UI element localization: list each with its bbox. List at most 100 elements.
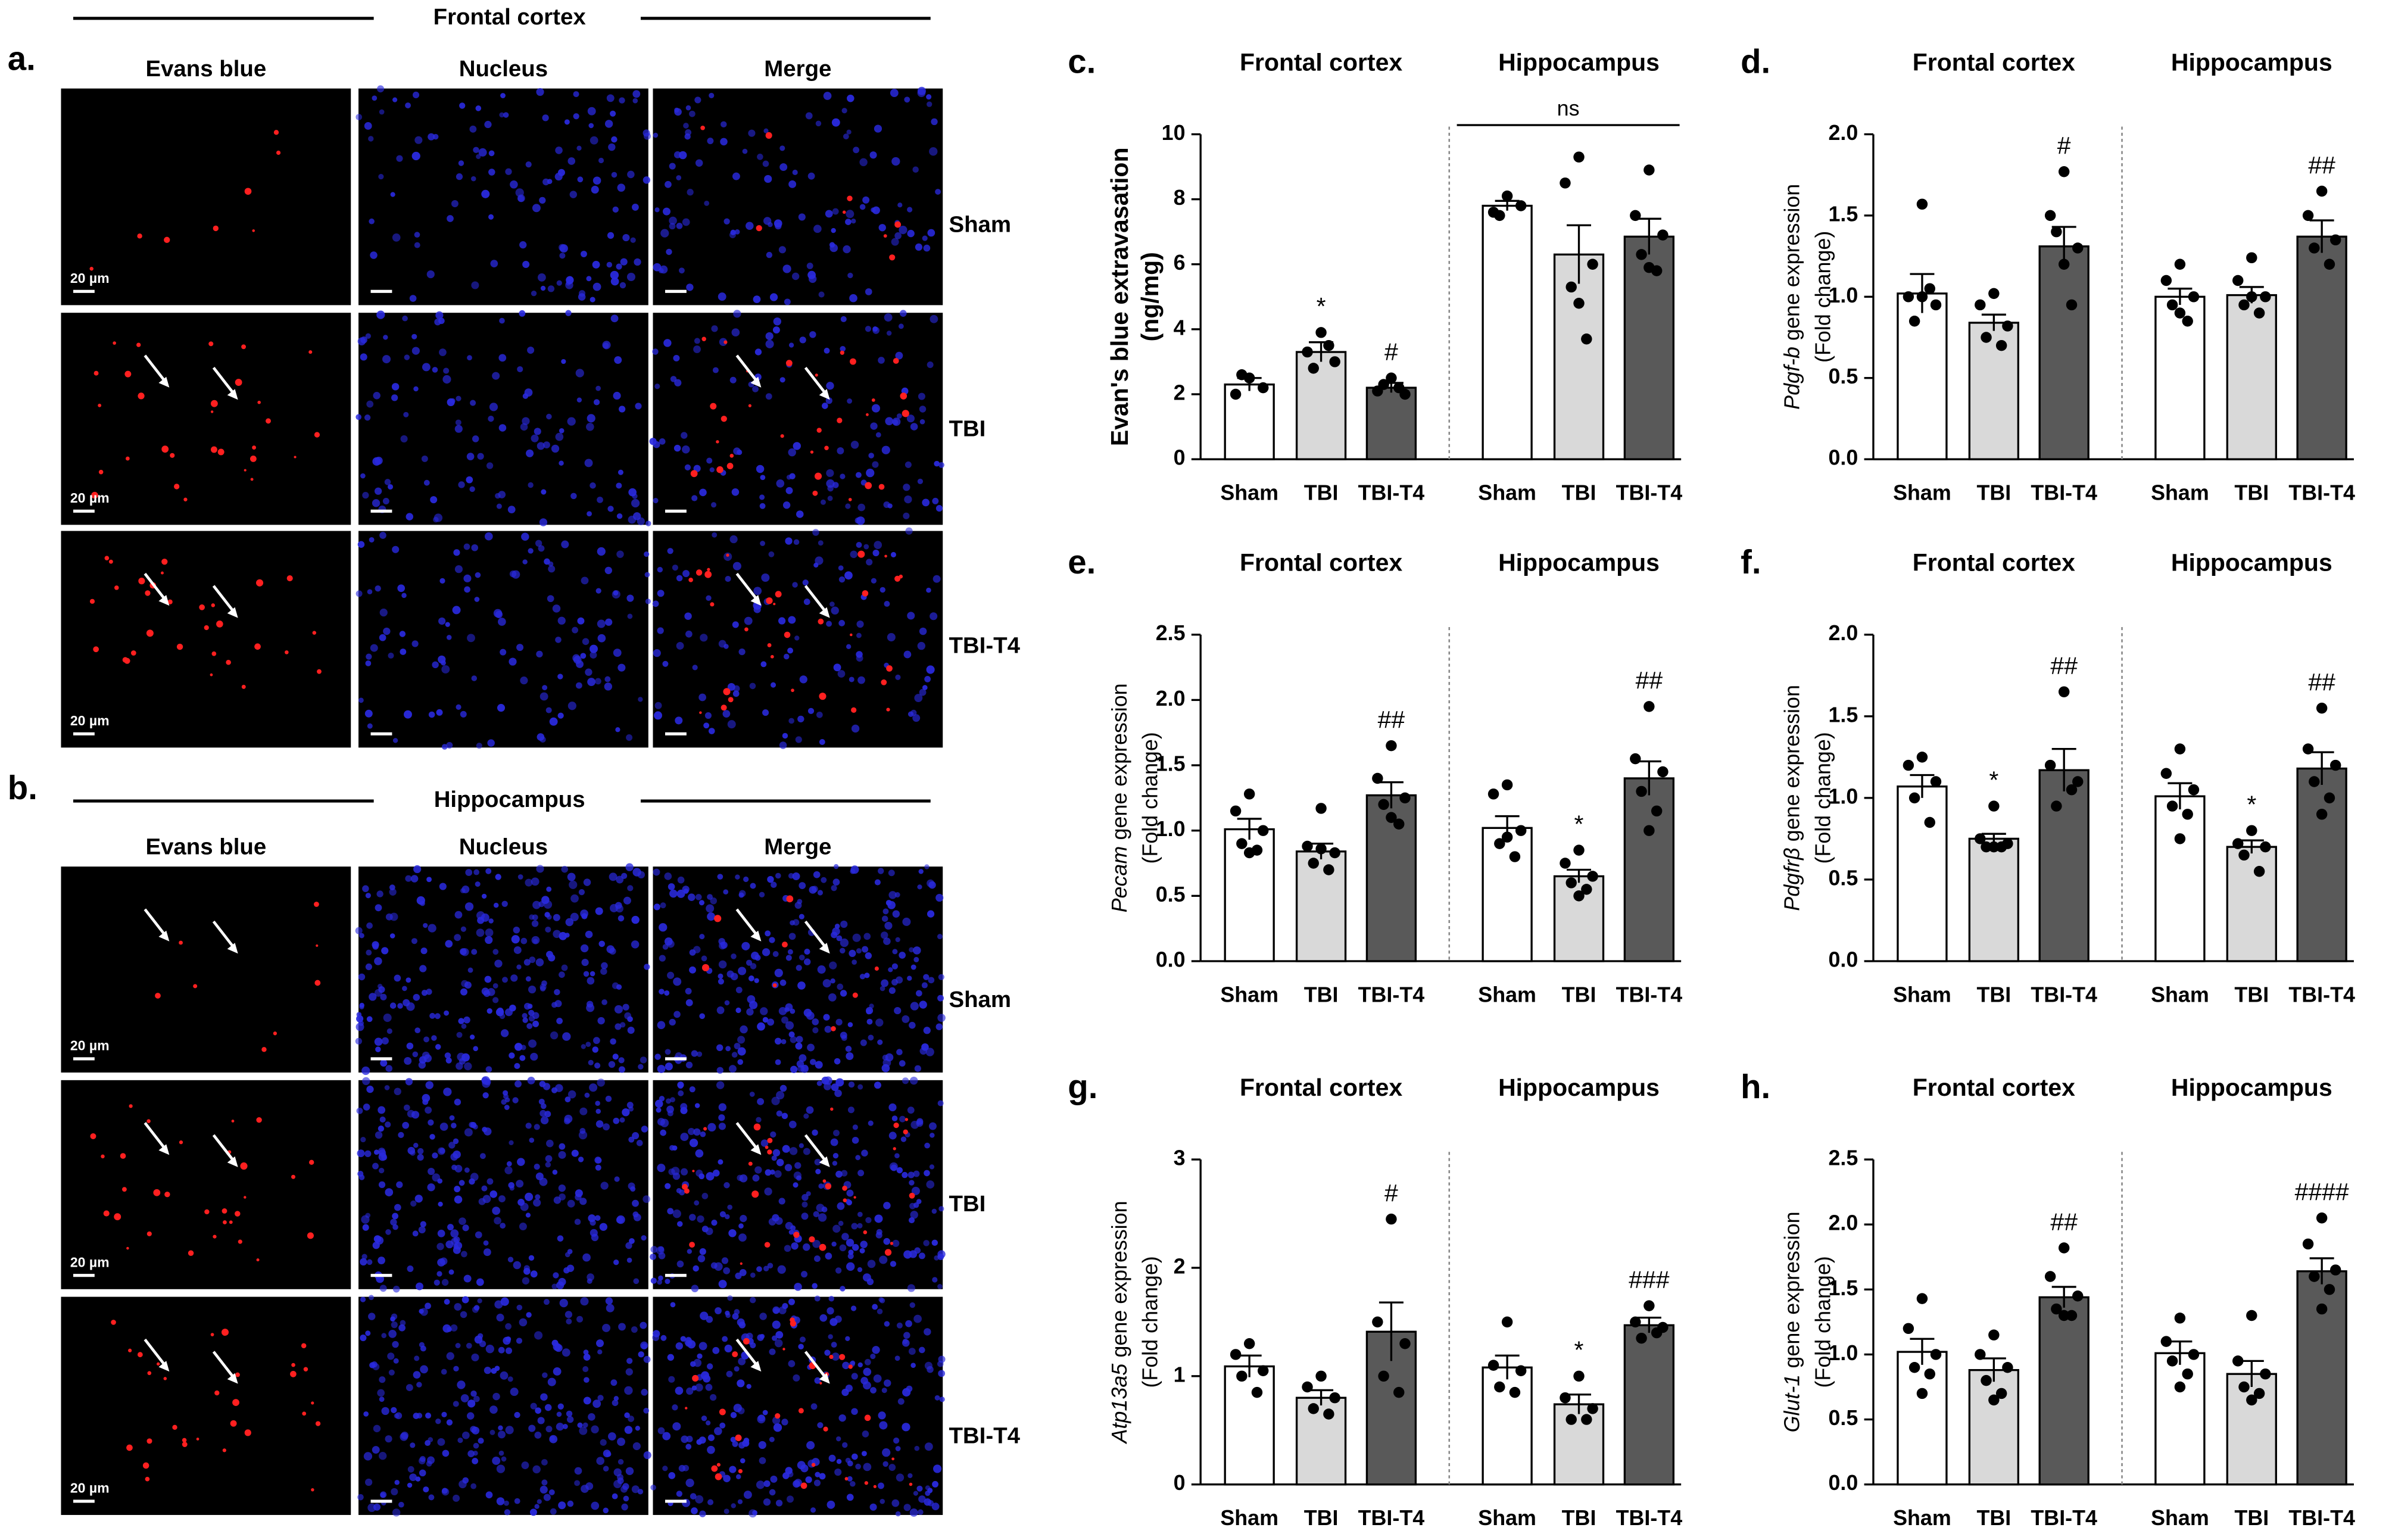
nucleus-dot [798, 1343, 804, 1349]
nucleus-dot [590, 644, 598, 653]
nucleus-dot [401, 593, 407, 598]
dye-dot [770, 654, 774, 659]
data-point [1329, 356, 1340, 367]
nucleus-dot [821, 877, 827, 883]
nucleus-dot [710, 897, 718, 905]
column-title: Evans blue [145, 56, 266, 82]
nucleus-dot [663, 339, 672, 347]
nucleus-dot [494, 1300, 503, 1309]
nucleus-dot [689, 1139, 698, 1148]
nucleus-dot [691, 495, 698, 501]
nucleus-dot [676, 1491, 682, 1497]
arrow-head [227, 943, 238, 954]
nucleus-dot [570, 894, 579, 903]
nucleus-dot [862, 1430, 869, 1438]
nucleus-dot [935, 893, 944, 902]
significance-mark: ## [1636, 666, 1663, 694]
nucleus-dot [594, 1156, 602, 1164]
y-tick-label: 1.5 [1156, 752, 1186, 776]
nucleus-dot [773, 1308, 779, 1314]
bar [2296, 1270, 2347, 1486]
nucleus-dot [601, 962, 608, 969]
dye-dot [136, 342, 141, 347]
nucleus-dot [831, 1083, 839, 1092]
nucleus-dot [797, 715, 804, 723]
nucleus-dot [498, 1450, 504, 1456]
nucleus-dot [372, 1162, 379, 1170]
dye-dot [903, 1129, 908, 1134]
nucleus-dot [799, 675, 807, 684]
nucleus-dot [937, 995, 944, 1002]
arrow [144, 354, 168, 384]
nucleus-dot [411, 333, 417, 339]
dye-dot [223, 1220, 227, 1224]
dye-dot [863, 1230, 868, 1235]
dye-dot [174, 484, 180, 490]
data-point [1243, 788, 1255, 800]
nucleus-dot [935, 505, 943, 512]
nucleus-dot [708, 728, 715, 734]
nucleus-dot [875, 432, 881, 438]
nucleus-dot [772, 1335, 778, 1341]
nucleus-dot [397, 1003, 403, 1009]
nucleus-dot [428, 711, 435, 718]
nucleus-dot [541, 1459, 548, 1466]
dye-dot [886, 707, 890, 712]
dye-dot [848, 1364, 853, 1369]
nucleus-dot [448, 1142, 456, 1149]
error-bar [2309, 751, 2334, 785]
nucleus-dot [567, 702, 576, 710]
dye-dot [830, 1107, 834, 1111]
nucleus-dot [613, 1396, 619, 1401]
x-tick-label: Sham [1893, 983, 1951, 1006]
nucleus-dot [721, 1257, 729, 1264]
nucleus-dot [617, 183, 626, 192]
data-point [1581, 884, 1592, 895]
nucleus-dot [749, 1000, 758, 1009]
data-point [1323, 1408, 1334, 1420]
nucleus-dot [812, 1027, 819, 1034]
nucleus-dot [473, 146, 479, 154]
nucleus-dot [793, 1182, 799, 1188]
data-point [1308, 363, 1319, 374]
nucleus-dot [378, 1106, 386, 1114]
nucleus-dot [457, 1380, 466, 1389]
dye-dot [812, 490, 818, 496]
nucleus-dot [635, 1426, 641, 1431]
nucleus-dot [576, 397, 582, 403]
nucleus-dot [501, 1099, 507, 1105]
arrow [212, 1351, 236, 1380]
nucleus-dot [805, 112, 813, 120]
dye-dot [161, 445, 169, 453]
nucleus-dot [656, 1107, 662, 1113]
nucleus-dot [838, 1220, 844, 1226]
nucleus-dot [902, 1171, 908, 1179]
nucleus-dot [517, 1158, 525, 1166]
nucleus-dot [441, 744, 448, 750]
nucleus-dot [652, 1334, 660, 1341]
bar [2296, 235, 2347, 460]
dye-dot [311, 1401, 314, 1405]
nucleus-dot [441, 665, 450, 674]
nucleus-dot [650, 1277, 657, 1284]
nucleus-dot [788, 1031, 795, 1038]
nucleus-dot [481, 1185, 488, 1192]
nucleus-dot [910, 964, 916, 970]
error-bar [1567, 224, 1592, 284]
dye-dot [700, 125, 705, 130]
nucleus-dot [919, 1346, 925, 1354]
nucleus-dot [461, 1296, 469, 1304]
nucleus-dot [759, 503, 766, 509]
x-tick-label: TBI-T4 [1616, 983, 1683, 1006]
nucleus-dot [515, 188, 524, 197]
nucleus-dot [406, 1042, 414, 1050]
nucleus-dot [497, 704, 506, 712]
nucleus-dot [609, 872, 618, 881]
data-point [2072, 242, 2084, 254]
nucleus-dot [849, 949, 856, 957]
nucleus-dot [565, 310, 572, 316]
nucleus-dot [869, 1003, 874, 1009]
nucleus-dot [784, 1245, 791, 1252]
nucleus-dot [574, 1480, 581, 1486]
x-tick-label: Sham [1220, 1506, 1278, 1530]
